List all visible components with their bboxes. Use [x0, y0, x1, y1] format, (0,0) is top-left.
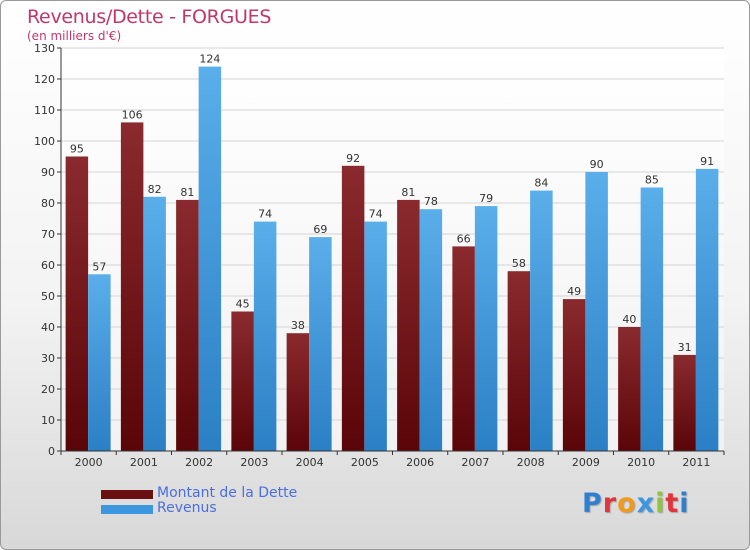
bar-dette	[176, 199, 199, 451]
bar-revenus-label: 82	[148, 183, 162, 196]
bar-revenus	[640, 187, 664, 451]
y-tick-label: 40	[41, 321, 55, 334]
x-tick-label: 2011	[682, 456, 710, 469]
legend-label-dette: Montant de la Dette	[157, 485, 298, 501]
x-tick-label: 2009	[572, 456, 600, 469]
bar-dette	[507, 271, 531, 451]
bar-revenus	[474, 206, 498, 451]
bar-dette-label: 58	[512, 257, 526, 270]
y-tick-label: 20	[41, 383, 55, 396]
y-tick-label: 50	[41, 290, 55, 303]
y-tick-label: 70	[41, 228, 55, 241]
y-tick-label: 0	[48, 445, 55, 458]
x-tick-label: 2006	[406, 456, 434, 469]
bar-revenus-label: 57	[92, 260, 106, 273]
x-tick-label: 2003	[240, 456, 268, 469]
x-tick-label: 2002	[185, 456, 213, 469]
bar-revenus	[585, 172, 608, 451]
bar-revenus	[88, 274, 111, 451]
grid-lines	[61, 47, 724, 452]
x-tick-label: 2010	[627, 456, 655, 469]
y-tick-label: 100	[34, 135, 55, 148]
bar-revenus	[309, 237, 332, 451]
bar-revenus-label: 79	[479, 192, 493, 205]
bar-dette	[618, 327, 641, 451]
bar-revenus	[253, 221, 277, 451]
y-tick-label: 80	[41, 197, 55, 210]
bar-dette	[341, 165, 365, 452]
bar-dette-label: 95	[70, 143, 84, 156]
bar-dette-label: 66	[457, 232, 471, 245]
x-tick-label: 2005	[351, 456, 379, 469]
bar-revenus	[198, 66, 222, 451]
bar-revenus	[695, 168, 719, 451]
bar-revenus	[419, 209, 443, 451]
proxiti-logo: Proxiti	[582, 488, 690, 519]
bar-dette-label: 92	[346, 152, 360, 165]
y-tick-label: 10	[41, 414, 55, 427]
bar-revenus	[530, 190, 553, 451]
bar-revenus-label: 91	[700, 155, 714, 168]
bar-revenus-label: 84	[534, 177, 548, 190]
bar-dette-label: 81	[180, 186, 194, 199]
x-tick-label: 2004	[296, 456, 324, 469]
bar-revenus	[143, 196, 166, 451]
plot-area	[61, 48, 724, 451]
x-tick-label: 2008	[517, 456, 545, 469]
y-tick-label: 110	[34, 104, 55, 117]
chart-subtitle: (en milliers d'€)	[27, 29, 122, 43]
bar-revenus-label: 69	[313, 223, 327, 236]
bar-dette-label: 38	[291, 319, 305, 332]
bar-dette	[65, 156, 89, 451]
bar-dette-label: 106	[122, 108, 143, 121]
bar-revenus-label: 124	[199, 53, 220, 66]
y-tick-label: 60	[41, 259, 55, 272]
bar-dette	[286, 333, 310, 451]
x-tick-label: 2007	[461, 456, 489, 469]
y-tick-label: 30	[41, 352, 55, 365]
legend-swatch-dette	[101, 490, 153, 499]
bars	[65, 66, 719, 452]
x-tick-label: 2001	[130, 456, 158, 469]
x-tick-label: 2000	[75, 456, 103, 469]
y-tick-label: 130	[34, 42, 55, 55]
data-labels: 95 57 106 82 81 124 45 74 38 69 92 74 81 78 66 79 58 84 49…	[70, 53, 714, 354]
bar-dette-label: 40	[622, 313, 636, 326]
y-axis-ticks: 0 10 20 30 40 50 60 70 80 90 100 110 120 130	[34, 42, 62, 458]
chart-title: Revenus/Dette - FORGUES	[27, 6, 272, 28]
bar-dette	[120, 122, 144, 452]
bar-revenus-label: 78	[424, 195, 438, 208]
bar-dette	[673, 354, 696, 451]
bar-dette	[562, 299, 586, 451]
bar-revenus-label: 85	[645, 174, 659, 187]
bar-dette-label: 49	[567, 285, 581, 298]
bar-revenus-label: 74	[258, 208, 272, 221]
bar-dette-label: 81	[401, 186, 415, 199]
bar-revenus-label: 74	[369, 208, 383, 221]
bar-dette	[231, 311, 254, 451]
bar-revenus	[364, 221, 387, 451]
plot-background	[61, 48, 724, 451]
bar-dette	[397, 199, 420, 451]
legend-label-revenus: Revenus	[157, 500, 217, 516]
x-axis-ticks: 2000 2001 2002 2003 2004 2005 2006 2007 2008 2009…	[60, 450, 725, 469]
y-tick-label: 90	[41, 166, 55, 179]
bar-dette-label: 45	[236, 298, 250, 311]
bar-dette-label: 31	[678, 341, 692, 354]
legend-swatch-revenus	[101, 505, 153, 514]
bar-revenus-label: 90	[590, 158, 604, 171]
y-tick-label: 120	[34, 73, 55, 86]
bar-dette	[452, 246, 475, 451]
